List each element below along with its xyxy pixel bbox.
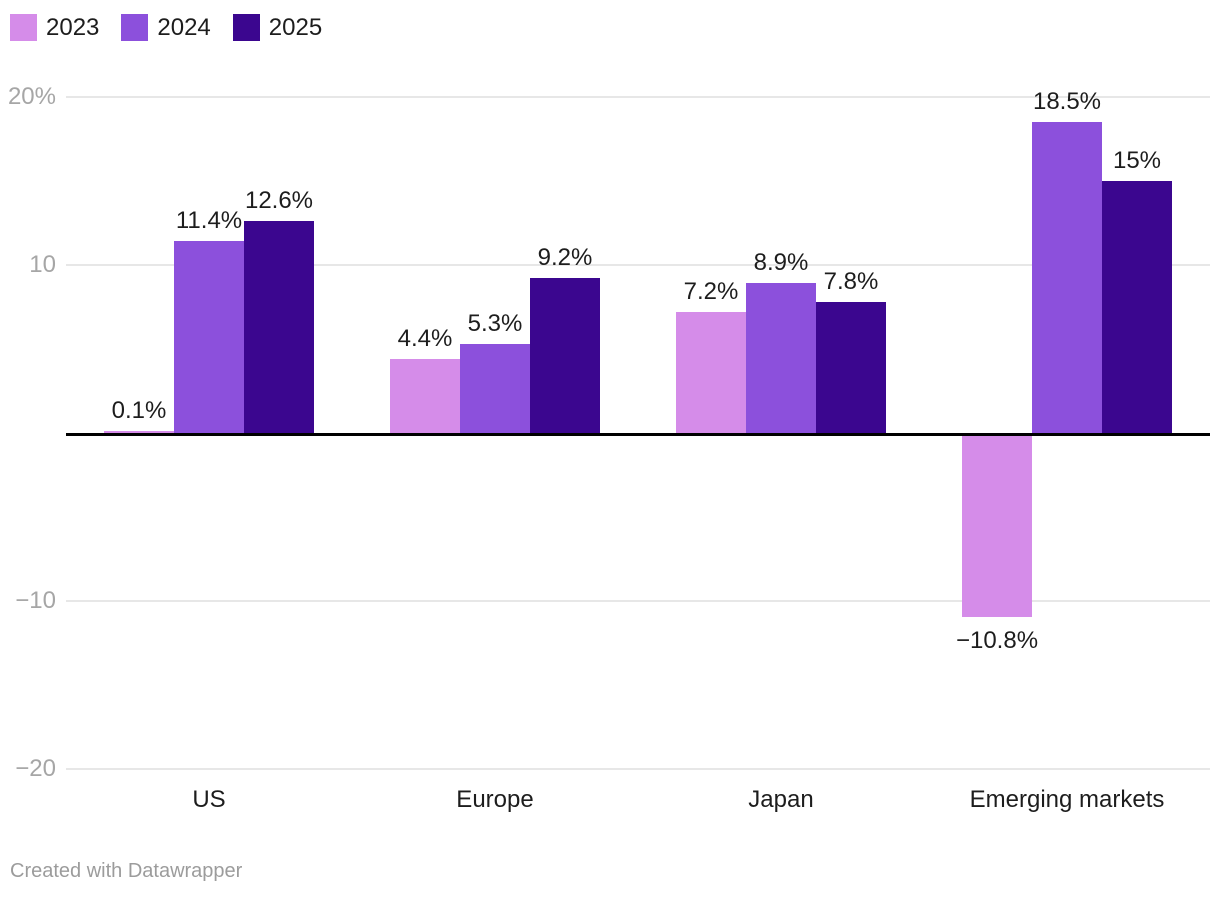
value-label-2024-japan: 8.9% — [753, 249, 809, 276]
bar-2024-us[interactable] — [174, 241, 244, 433]
x-category-label-emerging-markets: Emerging markets — [969, 786, 1165, 813]
legend-label-2023: 2023 — [46, 14, 100, 41]
value-label-2023-europe: 4.4% — [397, 325, 453, 352]
value-label-2025-europe: 9.2% — [537, 244, 593, 271]
legend-swatch-2023 — [10, 14, 37, 41]
y-gridline-10 — [66, 600, 1210, 602]
bar-2023-europe[interactable] — [390, 359, 460, 433]
bar-2025-us[interactable] — [244, 221, 314, 433]
legend-swatch-2025 — [232, 14, 260, 41]
value-label-2025-emerging-markets: 15% — [1112, 147, 1162, 174]
legend-label-2024: 2024 — [157, 14, 211, 41]
bar-2023-japan[interactable] — [676, 312, 746, 433]
bar-2023-us[interactable] — [104, 431, 174, 433]
x-category-label-us: US — [192, 786, 226, 813]
bar-2024-japan[interactable] — [746, 283, 816, 433]
bar-2025-japan[interactable] — [816, 302, 886, 433]
value-label-2024-us: 11.4% — [175, 207, 243, 234]
legend: 2023 2024 2025 — [10, 14, 344, 41]
x-category-label-europe: Europe — [456, 786, 534, 813]
bar-2025-emerging-markets[interactable] — [1102, 181, 1172, 433]
value-label-2024-europe: 5.3% — [467, 310, 523, 337]
value-label-2025-us: 12.6% — [244, 187, 314, 214]
legend-item-2024: 2024 — [121, 14, 211, 41]
value-label-2023-us: 0.1% — [111, 397, 167, 424]
value-label-2025-japan: 7.8% — [823, 268, 879, 295]
credit-line: Created with Datawrapper — [10, 860, 243, 882]
bar-2024-emerging-markets[interactable] — [1032, 122, 1102, 433]
value-label-2024-emerging-markets: 18.5% — [1032, 88, 1102, 115]
x-axis-line — [66, 433, 1210, 436]
y-gridline-20 — [66, 96, 1210, 98]
bar-2023-emerging-markets[interactable] — [962, 436, 1032, 617]
value-label-2023-japan: 7.2% — [683, 278, 739, 305]
bar-2024-europe[interactable] — [460, 344, 530, 433]
y-tick-label-10: 10 — [29, 251, 56, 278]
legend-item-2025: 2025 — [232, 14, 323, 41]
legend-label-2025: 2025 — [268, 14, 323, 41]
y-tick-label-10: −10 — [15, 587, 56, 614]
y-gridline-10 — [66, 264, 1210, 266]
legend-item-2023: 2023 — [10, 14, 99, 41]
legend-swatch-2024 — [121, 14, 149, 41]
y-tick-label-20: −20 — [15, 755, 56, 782]
value-label-2023-emerging-markets: −10.8% — [955, 627, 1039, 654]
y-tick-label-20: 20% — [7, 83, 56, 110]
bar-2025-europe[interactable] — [530, 278, 600, 433]
x-category-label-japan: Japan — [748, 786, 814, 813]
y-gridline-20 — [66, 768, 1210, 770]
